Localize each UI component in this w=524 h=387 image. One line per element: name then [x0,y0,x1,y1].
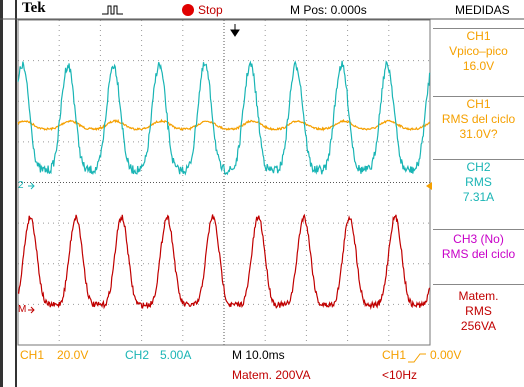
label: RMS [433,175,524,190]
ch2-source: CH2 [125,348,149,362]
trigger-level-marker [426,182,432,190]
label: Vpico–pico [433,44,524,59]
source: CH1 [433,29,524,44]
trigger-position [231,24,239,36]
ch2-scale: 5.00A [160,348,191,362]
value: 16.0V [433,59,524,74]
measurement: CH2 RMS 7.31A [433,159,524,218]
ch1-source: CH1 [20,348,44,362]
measurement: Matem. RMS 256VA [433,284,524,351]
ch2-marker: 2 [18,179,24,193]
ch2-marker-arrow [28,183,34,189]
trigger-edge [408,354,426,362]
panel-title: MEDIDAS [455,3,510,17]
left-edge [0,0,3,387]
value: 256VA [433,319,524,334]
source: CH3 (No) [433,232,524,247]
math-marker-arrow [28,307,34,313]
measurement: CH3 (No) RMS del ciclo [433,229,524,282]
value: 7.31A [433,190,524,205]
trigger-source: CH1 [382,348,406,362]
math-scale: Matem. 200VA [232,368,310,382]
trigger-level: 0.00V [430,348,461,362]
trigger-icon [102,6,123,14]
stop-dot [182,4,194,16]
label: RMS del ciclo [433,112,524,127]
status: Stop [198,3,223,17]
value: 31.0V? [433,127,524,142]
label: RMS del ciclo [433,247,524,262]
measurement: CH1 Vpico–pico 16.0V [433,28,524,91]
math-marker: M [18,303,26,317]
timebase: M 10.0ms [232,348,285,362]
brand: Tek [22,1,46,15]
panel-border [15,0,17,387]
position: M Pos: 0.000s [290,3,367,17]
ch1-scale: 20.0V [57,348,88,362]
source: Matem. [433,289,524,304]
scope-screen: Tek Stop M Pos: 0.000s MEDIDAS CH1 Vpico… [0,0,524,387]
grid [18,20,430,345]
source: CH1 [433,97,524,112]
label: RMS [433,304,524,319]
frequency: <10Hz [382,368,417,382]
waveforms [18,61,430,308]
measurement: CH1 RMS del ciclo 31.0V? [433,96,524,155]
source: CH2 [433,160,524,175]
